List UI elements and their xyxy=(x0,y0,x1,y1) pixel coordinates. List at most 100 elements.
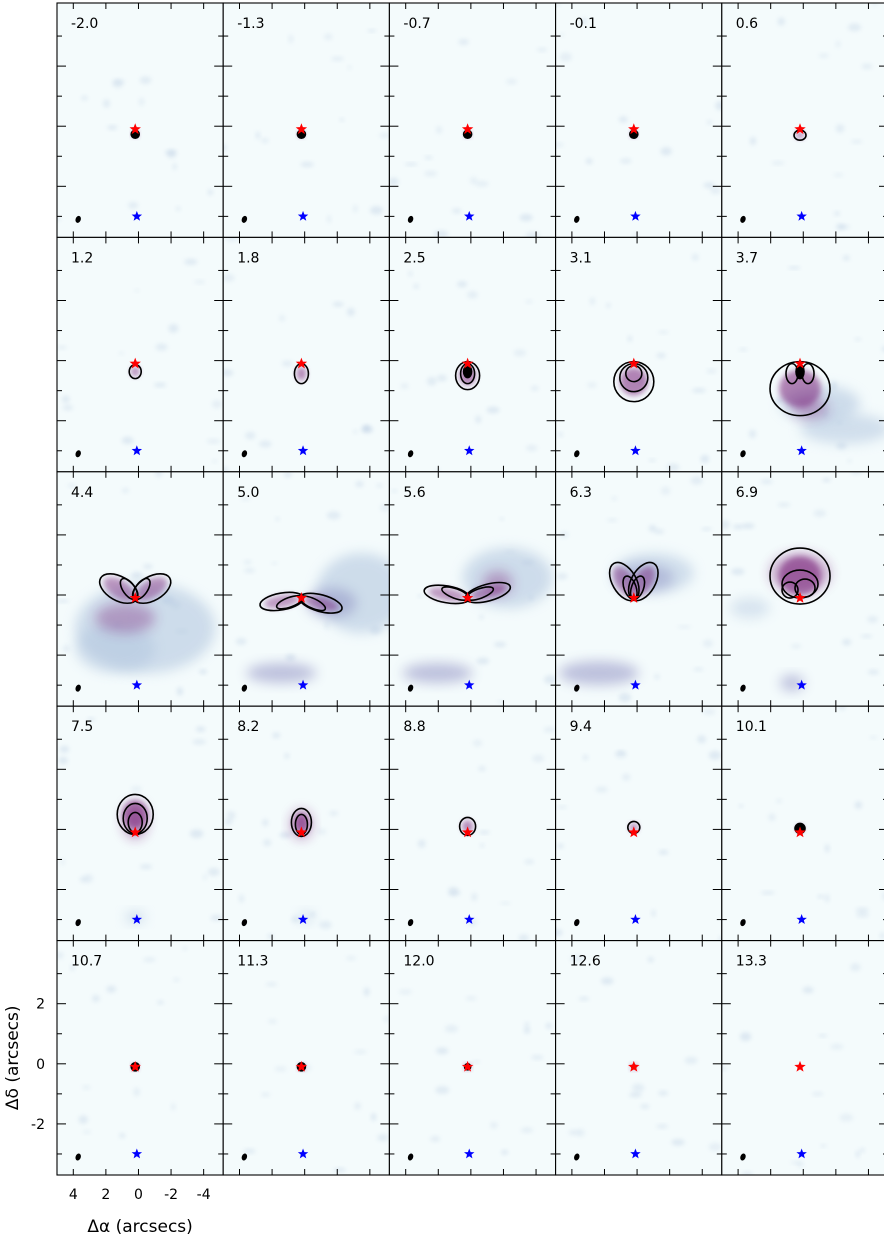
beam-ellipse xyxy=(241,1153,248,1161)
noise-speck xyxy=(536,47,548,52)
noise-speck xyxy=(262,818,269,827)
emission-lobe xyxy=(469,584,507,601)
red-star-marker xyxy=(794,123,806,135)
emission-core xyxy=(779,369,822,408)
noise-speck xyxy=(629,1092,642,1098)
noise-speck xyxy=(377,1134,389,1142)
noise-speck xyxy=(479,614,484,620)
noise-speck xyxy=(475,180,489,187)
noise-speck xyxy=(648,458,656,462)
noise-speck xyxy=(587,382,597,388)
noise-speck xyxy=(194,280,206,284)
noise-speck xyxy=(436,126,443,134)
noise-speck xyxy=(172,163,177,171)
noise-speck xyxy=(451,208,462,214)
noise-speck xyxy=(830,1043,844,1050)
beam-ellipse xyxy=(75,450,81,458)
noise-speck xyxy=(656,352,666,359)
channel-panel: -2.0 xyxy=(56,2,224,238)
red-star-marker xyxy=(628,357,640,369)
noise-speck xyxy=(790,1160,803,1165)
noise-speck xyxy=(175,206,181,212)
noise-speck xyxy=(466,290,478,299)
noise-speck xyxy=(658,849,669,855)
panel-image xyxy=(398,989,552,1161)
noise-speck xyxy=(383,1016,390,1023)
beam-ellipse xyxy=(407,215,414,223)
noise-speck xyxy=(102,99,110,108)
noise-speck xyxy=(364,424,371,432)
emission-region xyxy=(780,675,805,692)
noise-speck xyxy=(168,323,179,333)
y-tick-label: 0 xyxy=(36,1057,45,1073)
noise-speck xyxy=(171,1102,176,1111)
panel-image xyxy=(223,237,374,472)
noise-speck xyxy=(493,641,507,648)
noise-speck xyxy=(155,471,163,477)
noise-speck xyxy=(721,1066,727,1071)
blue-star-marker xyxy=(796,1148,807,1159)
noise-speck xyxy=(761,891,775,895)
noise-speck xyxy=(631,1083,645,1093)
noise-speck xyxy=(859,1147,865,1153)
channel-panel: 1.2 xyxy=(56,236,224,473)
noise-speck xyxy=(703,182,715,189)
contour xyxy=(290,807,313,838)
channel-label: -1.3 xyxy=(237,16,264,32)
noise-speck xyxy=(207,189,213,196)
noise-speck xyxy=(347,65,352,70)
noise-speck xyxy=(834,211,840,216)
noise-speck xyxy=(738,804,744,808)
panel-background xyxy=(57,3,224,238)
noise-speck xyxy=(173,977,180,982)
red-star-marker xyxy=(295,826,308,838)
noise-speck xyxy=(437,374,447,382)
noise-speck xyxy=(576,1128,585,1137)
beam-ellipse xyxy=(75,215,81,223)
channel-label: 1.8 xyxy=(237,250,259,266)
noise-speck xyxy=(139,864,153,870)
beam-ellipse xyxy=(241,919,248,927)
noise-speck xyxy=(61,395,70,404)
channel-panel: 10.7 xyxy=(56,940,224,1176)
beam-ellipse xyxy=(75,919,81,927)
beam-ellipse xyxy=(407,450,414,458)
noise-speck xyxy=(648,525,657,532)
panel-background xyxy=(223,3,390,238)
noise-speck xyxy=(238,894,245,903)
blue-star-marker xyxy=(131,445,143,456)
noise-speck xyxy=(244,568,256,573)
noise-speck xyxy=(133,1087,141,1097)
noise-speck xyxy=(157,1000,164,1005)
noise-speck xyxy=(671,1139,685,1146)
emission-core xyxy=(296,366,307,381)
noise-speck xyxy=(142,563,153,570)
emission-core xyxy=(131,366,140,377)
noise-speck xyxy=(70,964,75,971)
noise-speck xyxy=(319,920,332,930)
emission-region xyxy=(402,663,473,684)
noise-speck xyxy=(660,147,672,156)
blue-star-marker xyxy=(297,914,309,925)
noise-speck xyxy=(424,170,438,177)
beam-ellipse xyxy=(740,215,746,223)
noise-speck xyxy=(57,345,67,350)
noise-speck xyxy=(352,204,358,213)
noise-speck xyxy=(332,301,344,307)
noise-speck xyxy=(202,874,207,881)
noise-speck xyxy=(856,912,869,918)
noise-speck xyxy=(243,1148,256,1154)
channel-label: -2.0 xyxy=(71,16,98,32)
blue-star-marker xyxy=(131,679,143,690)
noise-speck xyxy=(776,798,782,804)
red-star-marker xyxy=(794,1060,806,1072)
noise-speck xyxy=(557,843,564,849)
noise-speck xyxy=(121,487,129,494)
channel-panel: 2.5 xyxy=(388,236,557,473)
x-tick-label: -4 xyxy=(197,1187,211,1203)
channel-label: 1.2 xyxy=(71,250,93,266)
noise-speck xyxy=(701,527,712,531)
panel-image xyxy=(235,471,390,692)
channel-label: 3.1 xyxy=(570,250,592,266)
